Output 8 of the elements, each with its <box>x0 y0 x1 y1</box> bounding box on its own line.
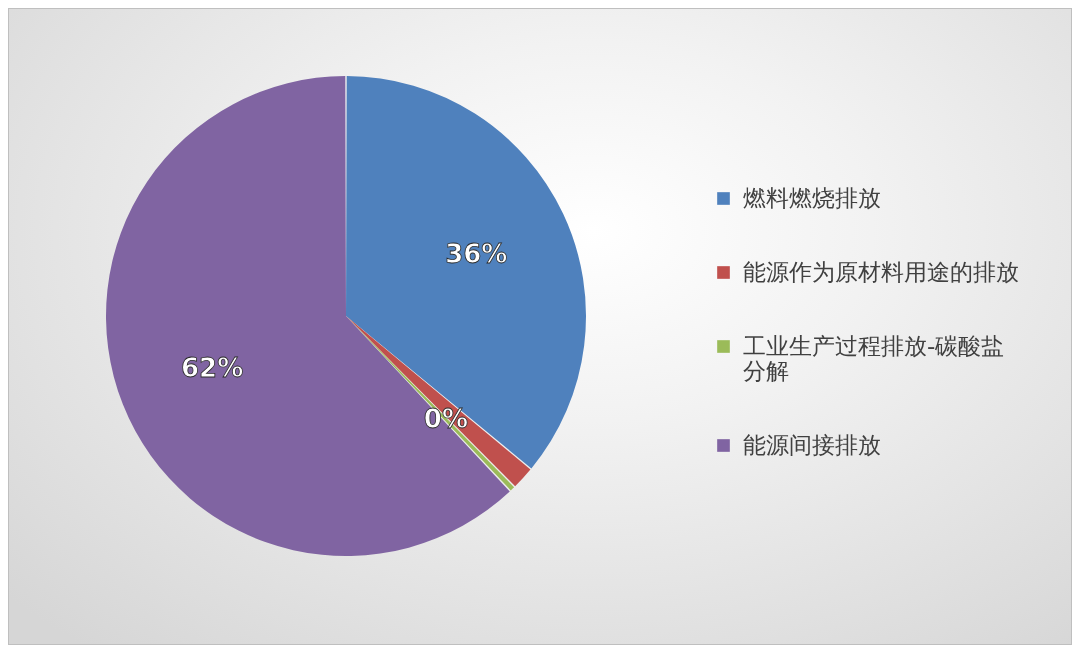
data-label: 36% <box>445 238 508 269</box>
legend-label: 工业生产过程排放-碳酸盐分解 <box>743 332 1005 384</box>
legend-label: 能源间接排放 <box>743 431 881 458</box>
legend-label: 燃料燃烧排放 <box>743 184 881 211</box>
pie-slice <box>106 76 510 556</box>
legend-label: 能源作为原材料用途的排放 <box>743 258 1019 285</box>
pie-slice <box>346 76 586 469</box>
data-label: 62% <box>180 353 244 384</box>
